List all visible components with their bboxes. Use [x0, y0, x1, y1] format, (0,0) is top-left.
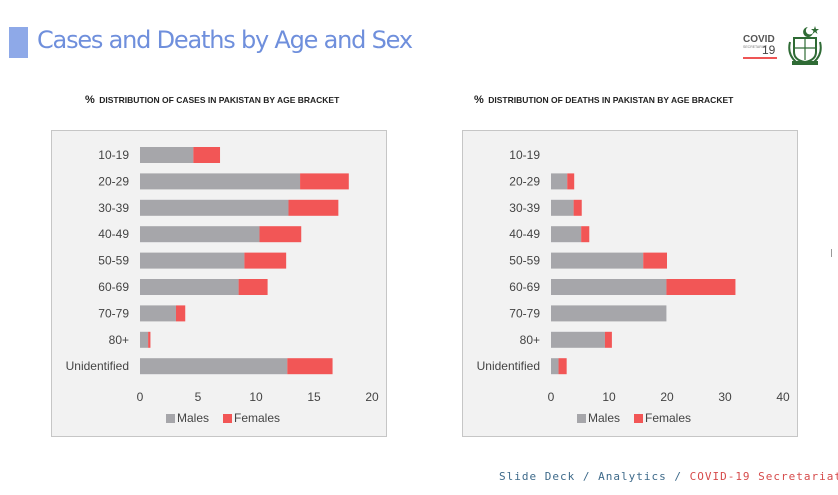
cases-bar-males [140, 199, 289, 216]
deaths-bar-males [551, 226, 582, 243]
logo-19-text: 19 [762, 43, 776, 57]
cases-legend-swatch-males [166, 414, 175, 423]
cases-bar-females [244, 252, 287, 269]
cases-x-tick-label: 5 [195, 390, 202, 404]
cases-bar-females [259, 226, 302, 243]
logo-underline [743, 57, 777, 59]
deaths-title-prefix: % [474, 94, 484, 106]
deaths-category-label: 20-29 [509, 174, 540, 188]
deaths-category-label: 80+ [520, 333, 540, 347]
deaths-chart-svg: 10-19 20-29 30-39 40-49 50-59 60-69 70-79 80+ Un… [477, 148, 790, 425]
deaths-category-label: 50-59 [509, 254, 540, 268]
cases-chart-title: % Distribution of Cases in Pakistan by A… [85, 90, 339, 108]
cases-bar-females [175, 305, 186, 322]
deaths-legend-label-females: Females [645, 411, 691, 425]
cases-category-label: 20-29 [98, 174, 129, 188]
deaths-bar-males [551, 305, 667, 322]
deaths-category-label: 60-69 [509, 280, 540, 294]
deaths-x-tick-label: 30 [718, 390, 732, 404]
deaths-bar-females [581, 226, 590, 243]
cases-category-label: 60-69 [98, 280, 129, 294]
cases-category-label: 70-79 [98, 306, 129, 320]
page-title: Cases and Deaths by Age and Sex [37, 26, 413, 54]
deaths-bar-males [551, 331, 605, 348]
cases-chart-svg: 10-19 20-29 30-39 40-49 50-59 60-69 70-79 80+ Un… [66, 147, 379, 425]
deaths-chart-title: % Distribution of Deaths in Pakistan by … [474, 90, 733, 108]
deaths-x-tick-label: 40 [776, 390, 790, 404]
deaths-x-tick-label: 0 [548, 390, 555, 404]
deaths-legend-swatch-males [577, 414, 586, 423]
deaths-category-label: 70-79 [509, 306, 540, 320]
deaths-bar-females [604, 331, 612, 348]
cases-x-tick-label: 15 [307, 390, 321, 404]
deaths-bar-females [567, 173, 575, 190]
footer-secretariat-text: COVID-19 Secretariat [689, 470, 838, 483]
deaths-bar-males [551, 252, 644, 269]
cases-bar-males [140, 226, 260, 243]
cases-bar-males [140, 358, 288, 375]
deaths-category-label: 30-39 [509, 201, 540, 215]
cases-x-tick-label: 20 [365, 390, 379, 404]
deaths-bar-males [551, 199, 574, 216]
cases-title-prefix: % [85, 94, 95, 106]
deaths-legend-label-males: Males [588, 411, 620, 425]
title-accent-bar [9, 27, 28, 58]
deaths-bar-males [551, 279, 667, 295]
cases-legend-label-males: Males [177, 411, 209, 425]
cases-bar-females [238, 279, 268, 295]
deaths-bar-females [573, 199, 582, 216]
deaths-chart: 10-19 20-29 30-39 40-49 50-59 60-69 70-79 80+ Un… [462, 130, 798, 437]
cases-bar-males [140, 252, 245, 269]
cases-chart: 10-19 20-29 30-39 40-49 50-59 60-69 70-79 80+ Un… [51, 130, 387, 437]
deaths-bar-females [666, 279, 736, 295]
footer-slide-deck-text: Slide Deck / Analytics / [499, 470, 690, 483]
cases-category-label: 30-39 [98, 201, 129, 215]
deaths-legend-swatch-females [634, 414, 643, 423]
cases-category-label: Unidentified [66, 359, 129, 373]
cases-category-label: 40-49 [98, 227, 129, 241]
deaths-x-tick-label: 10 [602, 390, 616, 404]
logo-secretariat-text: SECRETARIAT [743, 45, 767, 49]
cases-bar-females [148, 331, 151, 348]
covid-secretariat-logo: COVID SECRETARIAT 19 [740, 32, 780, 60]
cases-bar-females [193, 147, 221, 163]
logo-covid-text: COVID [743, 34, 775, 45]
cases-x-tick-label: 0 [137, 390, 144, 404]
deaths-category-label: 40-49 [509, 227, 540, 241]
cases-category-label: 80+ [109, 333, 129, 347]
cases-bar-males [140, 305, 176, 322]
cases-bar-males [140, 147, 194, 163]
deaths-category-label: Unidentified [477, 359, 540, 373]
cases-bar-females [300, 173, 349, 190]
deaths-bar-females [558, 358, 567, 375]
cases-category-label: 50-59 [98, 254, 129, 268]
deaths-title-text: Distribution of Deaths in Pakistan by Ag… [488, 95, 734, 105]
deaths-bar-females [643, 252, 667, 269]
cases-x-tick-label: 10 [249, 390, 263, 404]
cases-legend-swatch-females [223, 414, 232, 423]
deaths-category-label: 10-19 [509, 148, 540, 162]
deaths-bar-males [551, 173, 568, 190]
cases-bar-females [288, 199, 339, 216]
cases-title-text: Distribution of Cases in Pakistan by Age… [99, 95, 340, 105]
footer-breadcrumb: Slide Deck / Analytics / COVID-19 Secret… [499, 470, 838, 483]
edge-mark [831, 249, 836, 257]
cases-bar-females [287, 358, 333, 375]
deaths-x-tick-label: 20 [660, 390, 674, 404]
pakistan-emblem-icon [788, 26, 822, 65]
cases-bar-males [140, 173, 301, 190]
cases-category-label: 10-19 [98, 148, 129, 162]
deaths-bar-males [551, 358, 559, 375]
cases-bar-males [140, 279, 239, 295]
cases-legend-label-females: Females [234, 411, 280, 425]
cases-bar-males [140, 331, 149, 348]
